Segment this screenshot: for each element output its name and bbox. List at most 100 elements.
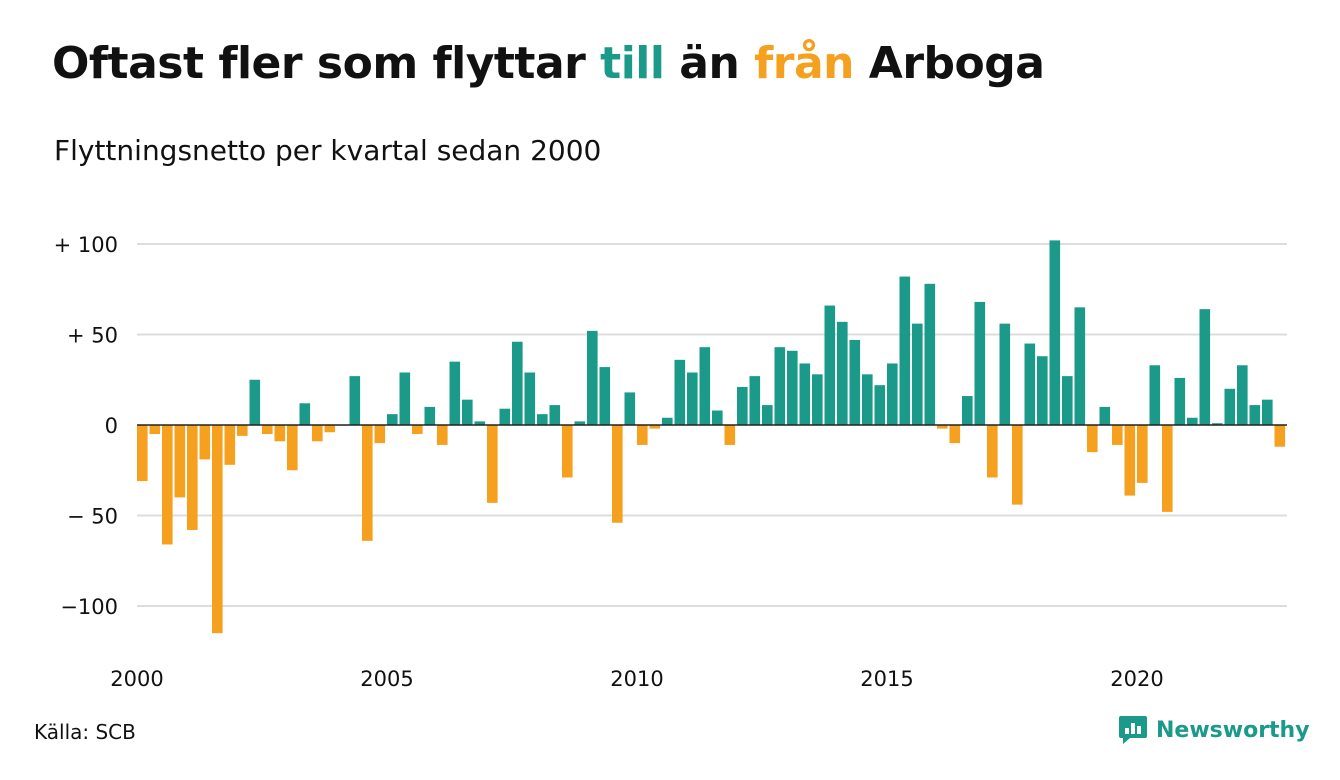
bar-q54 <box>799 363 811 425</box>
bar-q74 <box>1049 240 1061 425</box>
bar-q82 <box>1149 365 1161 425</box>
bar-q62 <box>899 276 911 425</box>
bar-q71 <box>1012 425 1023 505</box>
newsworthy-logo: Newsworthy <box>1118 714 1310 746</box>
bar-q86 <box>1199 309 1211 425</box>
title-part-3: än <box>664 38 755 89</box>
bar-q65 <box>937 425 948 429</box>
bar-q8 <box>224 425 236 465</box>
bar-q91 <box>1262 399 1273 425</box>
title-part-1: Oftast fler som flyttar <box>52 38 601 89</box>
bar-q59 <box>862 374 873 425</box>
bar-q45 <box>687 372 698 425</box>
chart-subtitle: Flyttningsnetto per kvartal sedan 2000 <box>54 134 602 167</box>
bar-q28 <box>474 421 486 425</box>
bar-q89 <box>1237 365 1248 425</box>
bar-q53 <box>787 350 798 425</box>
chart-title: Oftast fler som flyttar till än från Arb… <box>52 38 1045 89</box>
bar-q78 <box>1099 406 1111 425</box>
bar-q35 <box>562 425 573 478</box>
bar-q5 <box>187 425 198 530</box>
bar-q92 <box>1274 425 1286 447</box>
bar-q90 <box>1249 405 1261 425</box>
bar-q57 <box>837 321 848 425</box>
bar-q33 <box>537 414 548 425</box>
bar-q39 <box>612 425 623 523</box>
bar-q1 <box>137 425 148 482</box>
bar-q6 <box>199 425 211 460</box>
source-note: Källa: SCB <box>34 720 136 744</box>
grid-layer <box>137 243 1287 607</box>
bar-q10 <box>249 379 261 425</box>
bar-q32 <box>524 372 536 425</box>
y-tick-label: + 100 <box>54 233 118 257</box>
bar-q19 <box>362 425 373 541</box>
bar-q55 <box>812 374 823 425</box>
bar-q20 <box>374 425 386 444</box>
bar-q38 <box>599 367 611 425</box>
bar-q51 <box>762 405 773 425</box>
bar-q43 <box>662 417 673 425</box>
x-tick-label: 2005 <box>360 667 413 691</box>
bar-q9 <box>237 425 248 436</box>
bar-q67 <box>962 396 973 425</box>
bar-q56 <box>824 305 836 425</box>
y-tick-label: −100 <box>60 595 118 619</box>
bar-q50 <box>749 376 761 425</box>
bar-q46 <box>699 347 711 425</box>
bar-q60 <box>874 385 886 425</box>
bar-q15 <box>312 425 323 442</box>
bar-q42 <box>649 425 661 429</box>
bar-q63 <box>912 323 923 425</box>
bar-q73 <box>1037 356 1048 425</box>
x-tick-label: 2010 <box>610 667 663 691</box>
bar-q80 <box>1124 425 1136 496</box>
bar-q29 <box>487 425 498 503</box>
bar-q69 <box>987 425 998 478</box>
bar-q24 <box>424 406 436 425</box>
bar-q81 <box>1137 425 1148 483</box>
bar-q79 <box>1112 425 1123 445</box>
bar-q31 <box>512 341 523 425</box>
bar-q61 <box>887 363 898 425</box>
bar-q13 <box>287 425 298 471</box>
bar-q34 <box>549 405 561 425</box>
y-tick-label: 0 <box>105 414 118 438</box>
title-word-fran: från <box>754 38 854 89</box>
bar-q37 <box>587 330 598 425</box>
x-tick-label: 2000 <box>110 667 163 691</box>
bar-q64 <box>924 283 936 425</box>
bar-q87 <box>1212 423 1223 425</box>
bar-q76 <box>1074 307 1086 425</box>
bar-q36 <box>574 421 586 425</box>
bar-q68 <box>974 301 986 425</box>
bar-q41 <box>637 425 648 445</box>
bar-q27 <box>462 399 473 425</box>
y-tick-label: − 50 <box>67 505 118 529</box>
bar-q2 <box>149 425 161 435</box>
bar-q52 <box>774 347 786 425</box>
bar-q11 <box>262 425 273 435</box>
bar-q3 <box>162 425 173 545</box>
bar-q30 <box>499 408 511 425</box>
bar-q84 <box>1174 377 1186 425</box>
bar-q7 <box>212 425 223 634</box>
axis-layer: + 100 + 50 0 − 50 −100 2000 2005 2010 2015 2020 <box>54 233 1287 691</box>
bar-q23 <box>412 425 423 435</box>
bar-q77 <box>1087 425 1098 453</box>
bar-q26 <box>449 361 461 425</box>
bar-q4 <box>174 425 186 498</box>
x-tick-label: 2020 <box>1110 667 1163 691</box>
bar-q88 <box>1224 388 1236 425</box>
bar-chart-speech-bubble-icon <box>1119 716 1147 744</box>
title-part-5: Arboga <box>853 38 1045 89</box>
bar-q48 <box>724 425 736 445</box>
bar-q14 <box>299 403 311 425</box>
bar-q49 <box>737 386 748 425</box>
x-tick-label: 2015 <box>860 667 913 691</box>
bar-layer <box>137 240 1286 634</box>
bar-q70 <box>999 323 1011 425</box>
bar-q18 <box>349 376 361 425</box>
bar-q66 <box>949 425 961 444</box>
